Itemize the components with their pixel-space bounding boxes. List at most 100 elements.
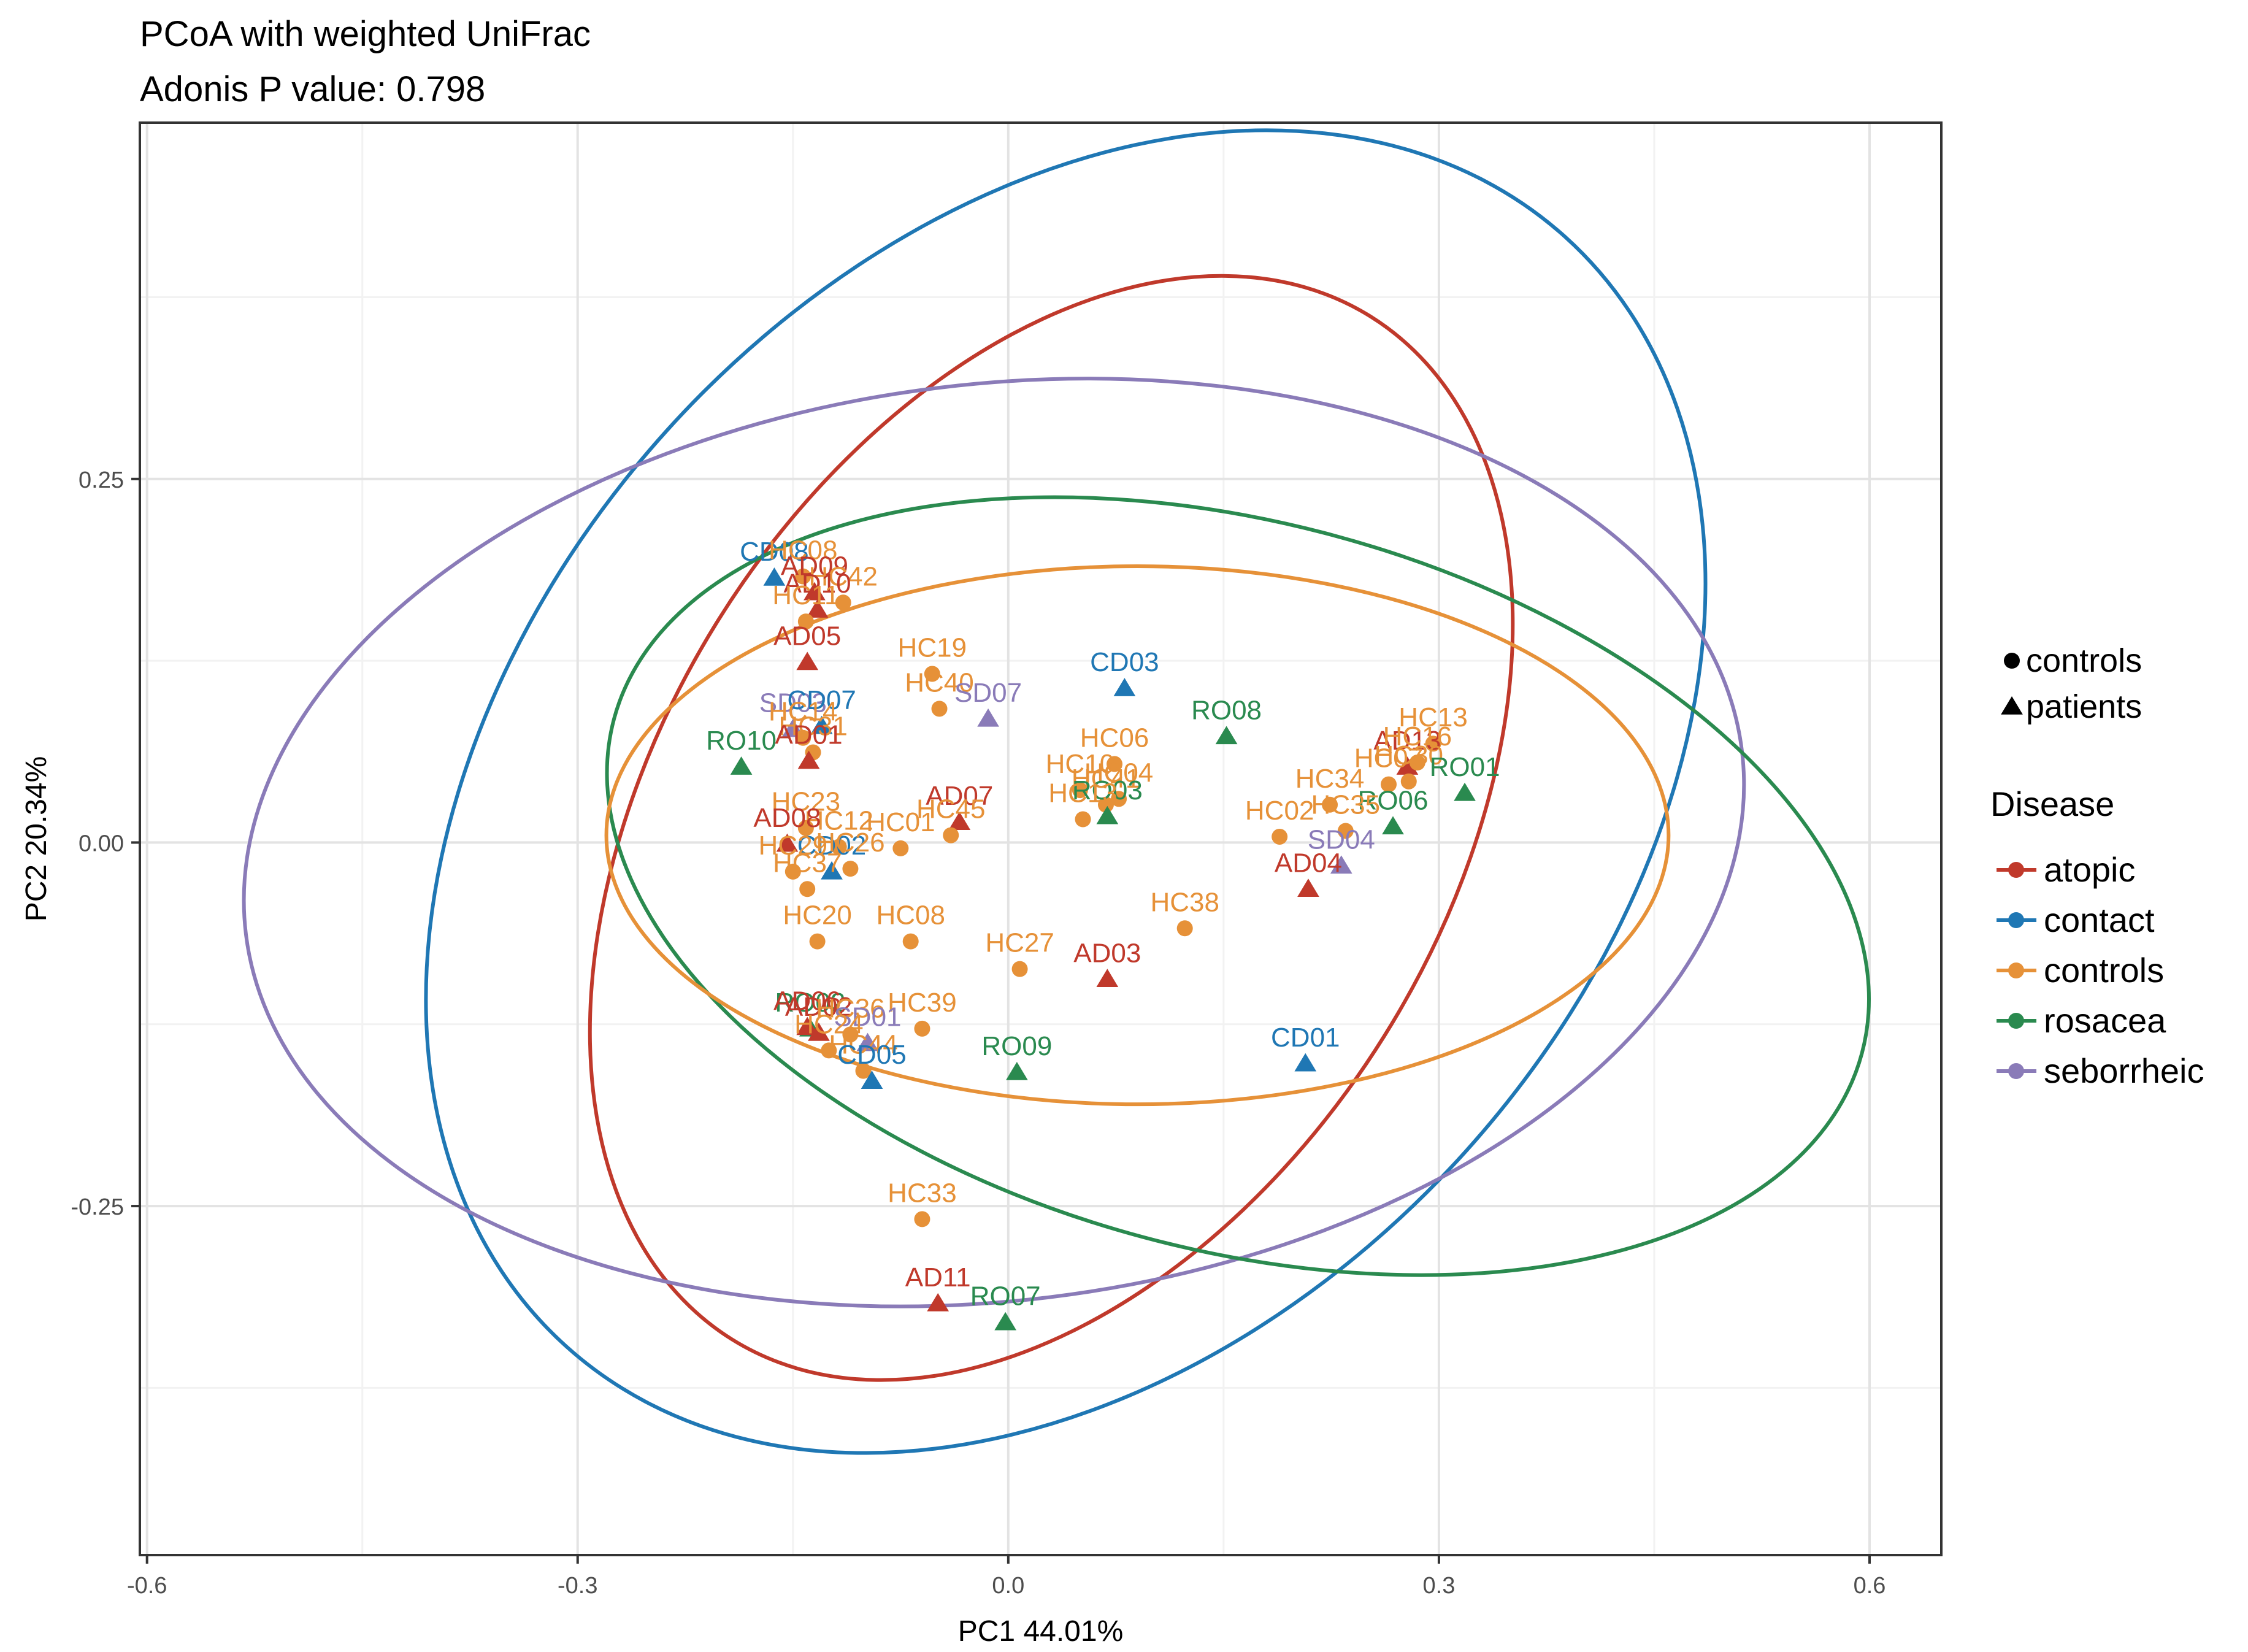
point-hc08 [795,568,811,585]
point-hc33 [914,1211,930,1227]
point-label-ro02: RO02 [775,988,845,1018]
point-label-hc04: HC04 [1084,758,1154,788]
point-label-hc13: HC13 [1398,702,1468,732]
point-label-sd01: SD01 [834,1002,901,1032]
point-label-cd03: CD03 [1090,647,1159,677]
point-label-cd01: CD01 [1271,1023,1340,1053]
point-sd04 [1330,855,1352,874]
point-hc08 [902,933,919,950]
point-label-ro10: RO10 [706,726,777,756]
point-label-ad07: AD07 [926,781,993,811]
point-label-ad02: AD02 [785,992,853,1022]
point-label-hc45: HC45 [916,794,986,824]
legend-label-atopic: atopic [2044,850,2135,889]
y-tick-label: 0.00 [79,831,124,856]
point-hc04 [1111,791,1127,807]
confidence-ellipse-rosacea [605,495,1871,1277]
legend-key-triangle [2001,696,2023,715]
x-tick-label: -0.3 [558,1573,597,1599]
point-ad08 [776,833,799,852]
point-cd07 [810,715,833,734]
point-ro06 [1382,816,1404,835]
point-hc16 [1409,755,1425,771]
point-hc23 [797,820,814,836]
point-label-hc33: HC33 [888,1178,957,1208]
point-ro01 [1454,782,1476,801]
point-label-hc41: HC41 [1072,764,1141,794]
point-label-hc02: HC02 [1245,796,1314,826]
point-ro03 [1096,805,1119,824]
confidence-ellipse-contact [424,128,1708,1455]
plot-panel-border [139,121,1943,1556]
point-label-cd08: CD08 [740,537,809,567]
point-hc24 [821,1042,837,1059]
point-hc41 [1097,796,1114,813]
point-hc20 [809,933,826,950]
point-label-ad09: AD09 [781,551,848,582]
legend-key-dot-seborrheic [2008,1063,2024,1079]
point-ad10 [806,599,829,618]
point-label-hc11: HC11 [772,580,839,610]
point-hc39 [914,1020,930,1037]
axis-layer: -0.6 -0.3 0.0 0.3 0.6 -0.25 0.00 0.25 PC1 44.01%… [20,467,1885,1648]
point-label-hc06: HC06 [1080,723,1149,753]
point-ad07 [948,812,971,830]
point-label-ad05: AD05 [773,621,841,651]
point-label-hc08: HC08 [876,901,945,931]
point-label-hc24: HC24 [794,1009,864,1039]
x-tick-label: -0.6 [127,1573,167,1599]
point-hc19 [924,666,940,682]
legend-label-rosacea: rosacea [2044,1001,2166,1040]
legend-label-contact: contact [2044,901,2155,939]
point-label-hc10: HC10 [1046,749,1115,779]
point-label-hc38: HC38 [1150,887,1219,917]
point-label-hc19: HC19 [898,632,967,663]
point-label-hc37: HC37 [773,848,842,878]
point-hc44 [855,1062,872,1079]
point-hc13 [1075,811,1091,828]
point-label-ro03: RO03 [1072,775,1143,805]
point-cd08 [763,567,786,586]
point-ad05 [796,651,819,670]
point-hc12 [831,839,847,855]
point-label-hc34: HC34 [1295,764,1365,794]
point-hc02 [1272,828,1288,845]
point-label-hc14: HC14 [769,697,838,727]
point-label-ad03: AD03 [1073,938,1141,968]
point-label-hc30: HC30 [1375,740,1444,770]
point-hc38 [1176,920,1193,937]
chart-title: PCoA with weighted UniFrac [140,14,591,54]
point-hc07 [1381,776,1397,793]
point-label-hc35: HC35 [1311,790,1381,820]
point-label-hc23: HC23 [772,787,841,817]
legend-key-dot-rosacea [2008,1013,2024,1029]
point-cd03 [1113,678,1136,696]
legend-label-controls: controls [2044,951,2164,989]
point-label-hc40: HC40 [905,667,974,697]
point-ad03 [1096,969,1119,988]
point-label-ad06: AD06 [773,986,841,1016]
point-label-ad04: AD04 [1275,848,1342,878]
y-tick-label: 0.25 [79,467,124,493]
point-label-ro06: RO06 [1358,785,1429,815]
legend-title: Disease [1990,785,2114,823]
point-ad02 [808,1022,830,1041]
point-label-hc27: HC27 [985,928,1054,958]
point-hc10 [1072,782,1088,799]
point-label-cd05: CD05 [837,1040,907,1070]
legend-key-circle [2004,653,2020,669]
legend-key-dot-contact [2008,912,2024,928]
point-hc01 [892,840,909,856]
point-hc13 [1425,736,1441,752]
point-label-ad01: AD01 [775,720,843,750]
point-ad01 [797,750,820,769]
y-tick-label: -0.25 [71,1194,124,1220]
confidence-ellipse-atopic [588,274,1515,1382]
point-ad11 [927,1293,949,1312]
point-label-ro01: RO01 [1430,752,1500,782]
point-label-hc07: HC07 [1354,743,1424,774]
point-label-hc31: HC31 [778,711,848,741]
point-label-hc12: HC12 [804,806,873,836]
point-label-hc20: HC20 [783,901,852,931]
